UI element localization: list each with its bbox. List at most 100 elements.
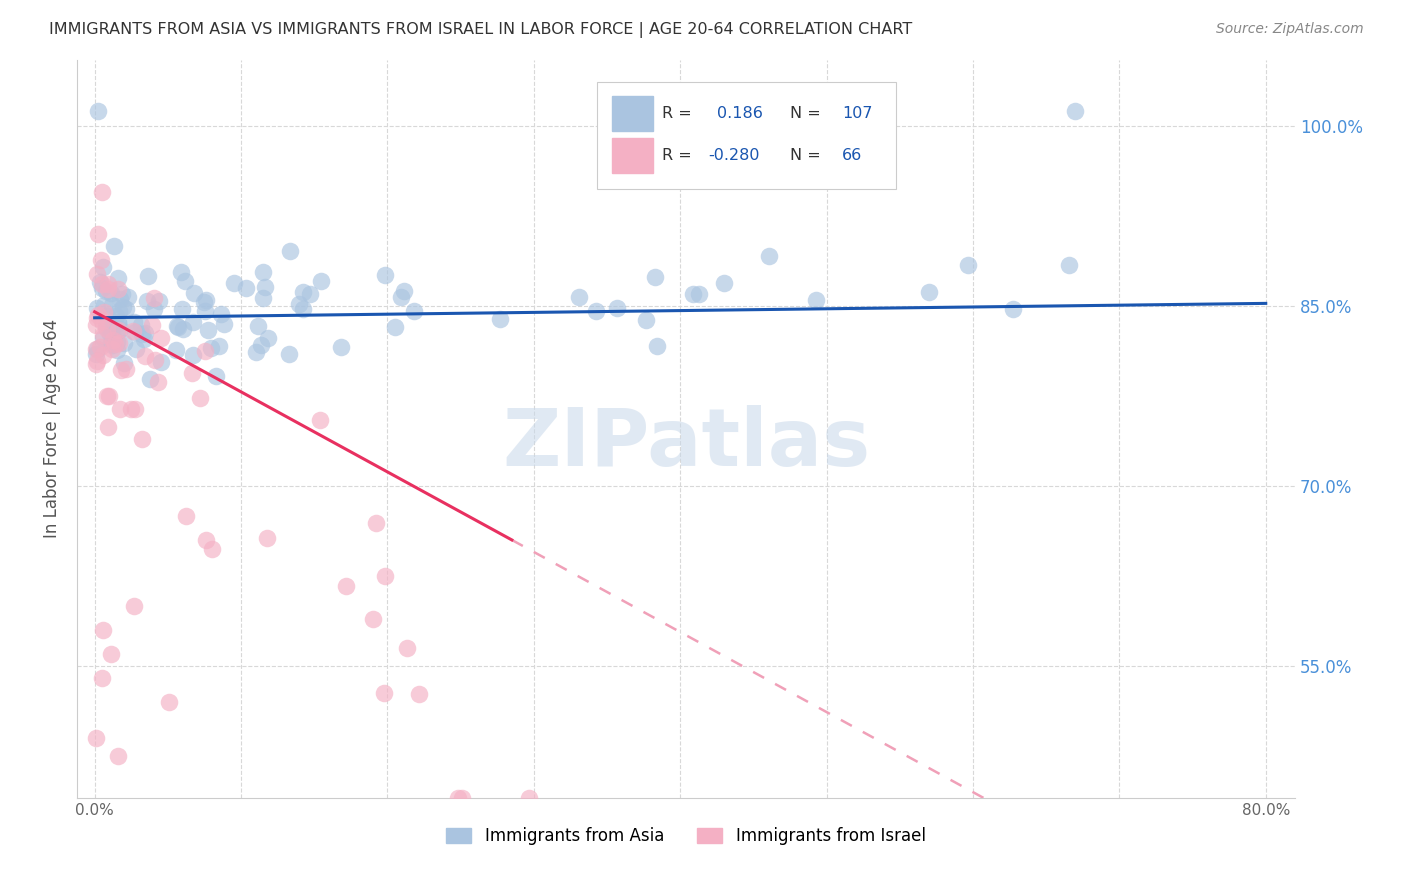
Legend: Immigrants from Asia, Immigrants from Israel: Immigrants from Asia, Immigrants from Is… [446, 827, 925, 846]
Point [205, 369, 228, 384]
Point [188, 392, 211, 406]
Point [107, 749, 129, 764]
Point [170, 265, 193, 279]
Point [245, 344, 267, 359]
Point [124, 402, 146, 417]
Point [252, 265, 274, 279]
Point [90, 277, 112, 291]
Point [195, 533, 218, 547]
Point [335, 579, 357, 593]
Point [131, 432, 153, 446]
Point [107, 315, 129, 329]
Point [122, 315, 145, 329]
Point [364, 516, 387, 530]
Point [96, 389, 118, 403]
Point [183, 348, 205, 362]
Point [568, 290, 591, 304]
Point [395, 641, 418, 656]
Point [143, 353, 166, 368]
Text: N =: N = [790, 106, 820, 121]
Point [139, 372, 162, 386]
Point [86, 301, 108, 315]
Point [288, 296, 311, 310]
Point [166, 318, 188, 333]
Point [101, 333, 124, 347]
Point [86, 357, 108, 371]
Point [89, 340, 111, 354]
Point [134, 326, 156, 340]
Point [194, 304, 217, 318]
Point [195, 293, 218, 307]
Point [193, 295, 215, 310]
Point [93, 305, 115, 319]
Point [1002, 301, 1025, 316]
Point [96, 284, 118, 298]
Point [97, 317, 120, 331]
Point [100, 647, 122, 661]
Point [108, 303, 131, 318]
Text: N =: N = [790, 148, 820, 163]
Point [157, 695, 180, 709]
Point [250, 338, 273, 352]
Point [120, 402, 142, 417]
Point [108, 322, 131, 336]
Point [86, 310, 108, 325]
Point [392, 284, 415, 298]
Point [111, 300, 134, 314]
Point [257, 331, 280, 345]
Point [108, 335, 131, 350]
Point [103, 238, 125, 252]
Point [450, 791, 472, 805]
Point [136, 268, 159, 283]
Point [108, 402, 131, 417]
Point [86, 268, 108, 282]
Point [682, 287, 704, 301]
Point [91, 348, 114, 362]
Point [125, 342, 148, 356]
Point [208, 339, 231, 353]
Point [98, 389, 121, 403]
Point [131, 327, 153, 342]
Point [308, 413, 330, 427]
Point [105, 343, 128, 358]
Point [212, 317, 235, 331]
Point [373, 686, 395, 700]
Point [141, 318, 163, 332]
Point [197, 323, 219, 337]
Point [93, 331, 115, 345]
Point [172, 322, 194, 336]
Point [247, 318, 270, 333]
Point [97, 282, 120, 296]
Point [1057, 258, 1080, 272]
Point [606, 301, 628, 315]
Point [224, 277, 246, 291]
Point [136, 294, 159, 309]
Text: Source: ZipAtlas.com: Source: ZipAtlas.com [1216, 22, 1364, 37]
Point [96, 310, 118, 324]
Point [174, 509, 197, 524]
Point [107, 282, 129, 296]
Point [129, 318, 152, 332]
Text: 66: 66 [842, 148, 862, 163]
Point [688, 286, 710, 301]
Point [447, 791, 470, 805]
Point [636, 313, 658, 327]
Point [956, 258, 979, 272]
Point [361, 611, 384, 625]
Point [330, 340, 353, 354]
Text: IMMIGRANTS FROM ASIA VS IMMIGRANTS FROM ISRAEL IN LABOR FORCE | AGE 20-64 CORREL: IMMIGRANTS FROM ASIA VS IMMIGRANTS FROM … [49, 22, 912, 38]
Point [644, 270, 666, 285]
FancyBboxPatch shape [612, 138, 654, 173]
Point [253, 280, 276, 294]
Text: -0.280: -0.280 [709, 148, 759, 163]
Point [112, 335, 135, 350]
Point [174, 274, 197, 288]
Point [93, 298, 115, 312]
Point [104, 309, 127, 323]
Point [645, 339, 668, 353]
Point [309, 274, 332, 288]
Point [713, 276, 735, 290]
Point [97, 277, 120, 292]
Point [105, 324, 128, 338]
Point [112, 355, 135, 369]
